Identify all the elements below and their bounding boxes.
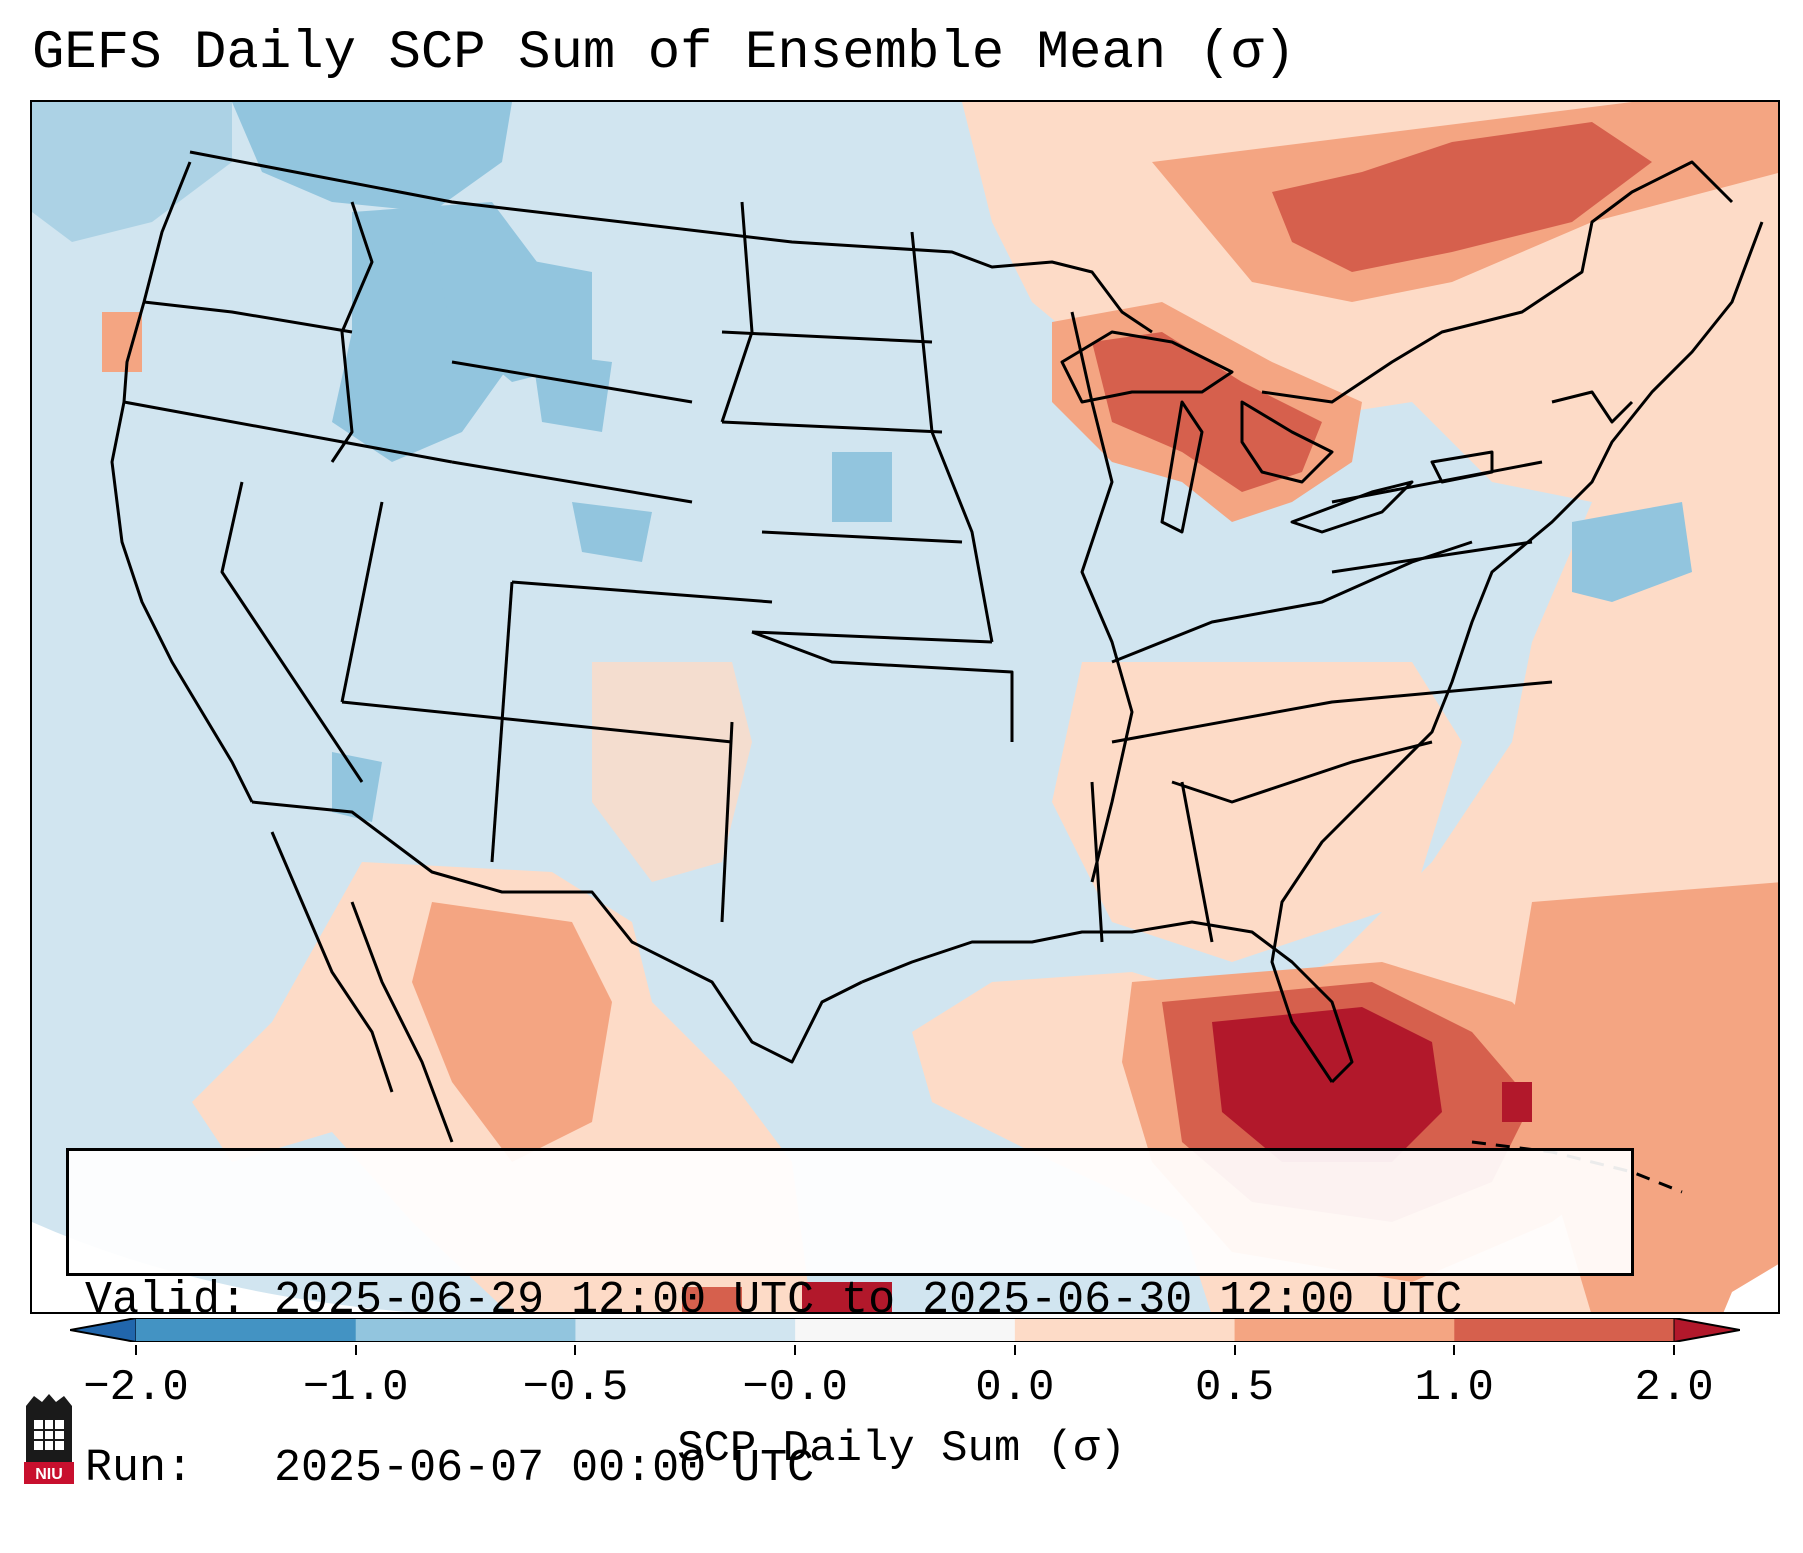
- scp-map: [32, 102, 1778, 1312]
- field-weak-positive-southwest-pockets: [592, 662, 752, 882]
- colorbar-tick: [1013, 1345, 1016, 1355]
- colorbar: [70, 1318, 1740, 1342]
- field-moderate-positive-texas-mex: [412, 902, 612, 1162]
- colorbar-tick: [1233, 1345, 1236, 1355]
- colorbar-tick: [1673, 1345, 1675, 1355]
- state-nd-sd: [721, 330, 933, 344]
- colorbar-bin: [795, 1318, 1016, 1342]
- state-new-england: [1551, 390, 1634, 424]
- lake-ontario: [1430, 450, 1494, 484]
- colorbar-tick-label: −0.5: [522, 1363, 629, 1413]
- field-strong-negative-wyoming: [532, 352, 612, 432]
- field-extreme-positive-gulf: [1212, 1007, 1442, 1162]
- colorbar-tick: [794, 1345, 797, 1355]
- state-pa-south: [1331, 540, 1533, 574]
- state-nv-ut: [340, 501, 384, 703]
- field-extreme-positive-bottom: [802, 1282, 892, 1312]
- us-canada-border: [189, 150, 1734, 404]
- east-coast: [1270, 221, 1764, 1083]
- state-mt-wy-line: [451, 360, 693, 404]
- logo-text: NIU: [35, 1466, 63, 1483]
- state-al-ga: [1180, 781, 1214, 943]
- state-ohio-river: [1111, 540, 1473, 664]
- field-strong-negative-colorado: [572, 502, 652, 562]
- colorbar-tick-label: −1.0: [302, 1363, 409, 1413]
- state-dakotas-west: [720, 201, 754, 423]
- us-mexico-border: [251, 800, 863, 1064]
- colorbar-tick-label: −0.0: [742, 1363, 848, 1413]
- field-strong-negative-nebraska: [832, 452, 892, 522]
- boundaries: [110, 150, 1764, 1194]
- map-panel: [30, 100, 1780, 1314]
- state-ne-ks: [761, 530, 963, 544]
- colorbar-tick-label: 0.0: [975, 1363, 1055, 1413]
- colorbar-tick: [135, 1345, 137, 1355]
- field-strong-negative-atlantic: [1572, 502, 1692, 602]
- state-central-vertical: [910, 231, 994, 643]
- colorbar-tick-label: −2.0: [83, 1363, 189, 1413]
- negative-anomaly-field: [32, 102, 1692, 822]
- chart-title: GEFS Daily SCP Sum of Ensemble Mean (σ): [32, 23, 1296, 84]
- state-az-nm: [490, 581, 514, 863]
- state-mississippi-river: [1070, 311, 1134, 883]
- colorbar-bin: [355, 1318, 576, 1342]
- field-strong-negative-baja: [332, 752, 382, 822]
- state-nv-ca: [220, 481, 364, 783]
- projection-boundary: [32, 1222, 407, 1312]
- state-ok-tx: [751, 630, 1014, 742]
- field-strong-negative-washington: [232, 102, 512, 212]
- colorbar-tick-label: 0.5: [1194, 1363, 1275, 1413]
- field-strong-negative-montana: [432, 242, 592, 382]
- state-id-east: [330, 201, 374, 463]
- gulf-coast: [861, 920, 1354, 1084]
- field-strong-positive-bottom: [682, 1287, 742, 1312]
- run-label: Run:: [85, 1443, 194, 1494]
- colorbar-bin: [1454, 1318, 1675, 1342]
- info-box: Valid: 2025-06-29 12:00 UTC to 2025-06-3…: [66, 1148, 1634, 1494]
- state-al-ms: [1090, 781, 1104, 943]
- colorbar-bin: [136, 1318, 357, 1342]
- state-tn-nc: [1111, 680, 1553, 744]
- lake-huron: [1240, 400, 1334, 484]
- state-wy-co-ne: [451, 460, 693, 504]
- colorbar-tick-label: 2.0: [1634, 1363, 1714, 1413]
- state-ga-sc-line: [1171, 740, 1433, 804]
- state-nm-tx: [720, 721, 734, 923]
- lake-erie: [1290, 480, 1414, 534]
- colorbar-tick: [354, 1345, 357, 1355]
- state-ut-co-az: [341, 700, 733, 744]
- field-extreme-positive-se: [1502, 1082, 1532, 1122]
- field-strong-negative-pacific-nw: [32, 102, 232, 242]
- lake-michigan: [1160, 400, 1204, 534]
- colorbar-ticks: −2.0 −1.0 −0.5 −0.0 0.0 0.5 1.0 2.0: [0, 1345, 1803, 1413]
- mexico-west-coast: [350, 901, 454, 1143]
- colorbar-tick-label: 1.0: [1414, 1363, 1494, 1413]
- field-weak-positive-midsouth: [1052, 662, 1462, 962]
- colorbar-under-arrow: [70, 1318, 137, 1342]
- lake-superior: [1060, 330, 1234, 404]
- run-row: Run: 2025-06-07 00:00 UTC: [85, 1441, 1631, 1497]
- run-value: 2025-06-07 00:00 UTC: [274, 1443, 815, 1494]
- colorbar-bin: [575, 1318, 796, 1342]
- colorbar-label: SCP Daily Sum (σ): [677, 1424, 1126, 1474]
- projection-boundary-right: [1723, 1264, 1778, 1312]
- field-strong-positive-michigan: [1092, 332, 1322, 492]
- west-coast: [110, 161, 254, 803]
- state-sd-ne: [721, 420, 943, 434]
- colorbar-tick: [574, 1345, 577, 1355]
- state-ks-ok: [751, 630, 993, 644]
- field-strong-positive-canada: [1272, 122, 1652, 272]
- colorbar-bin: [1014, 1318, 1236, 1342]
- colorbar-over-arrow: [1673, 1318, 1740, 1342]
- niu-logo: NIU: [24, 1394, 74, 1484]
- state-co-nm: [511, 580, 773, 604]
- field-strong-positive-west-coast: [102, 312, 142, 372]
- state-wa-or: [143, 300, 353, 334]
- baja-peninsula: [270, 831, 394, 1093]
- colorbar-tick: [1453, 1345, 1456, 1355]
- state-or-ca-nv: [123, 400, 453, 464]
- colorbar-bin: [1234, 1318, 1455, 1342]
